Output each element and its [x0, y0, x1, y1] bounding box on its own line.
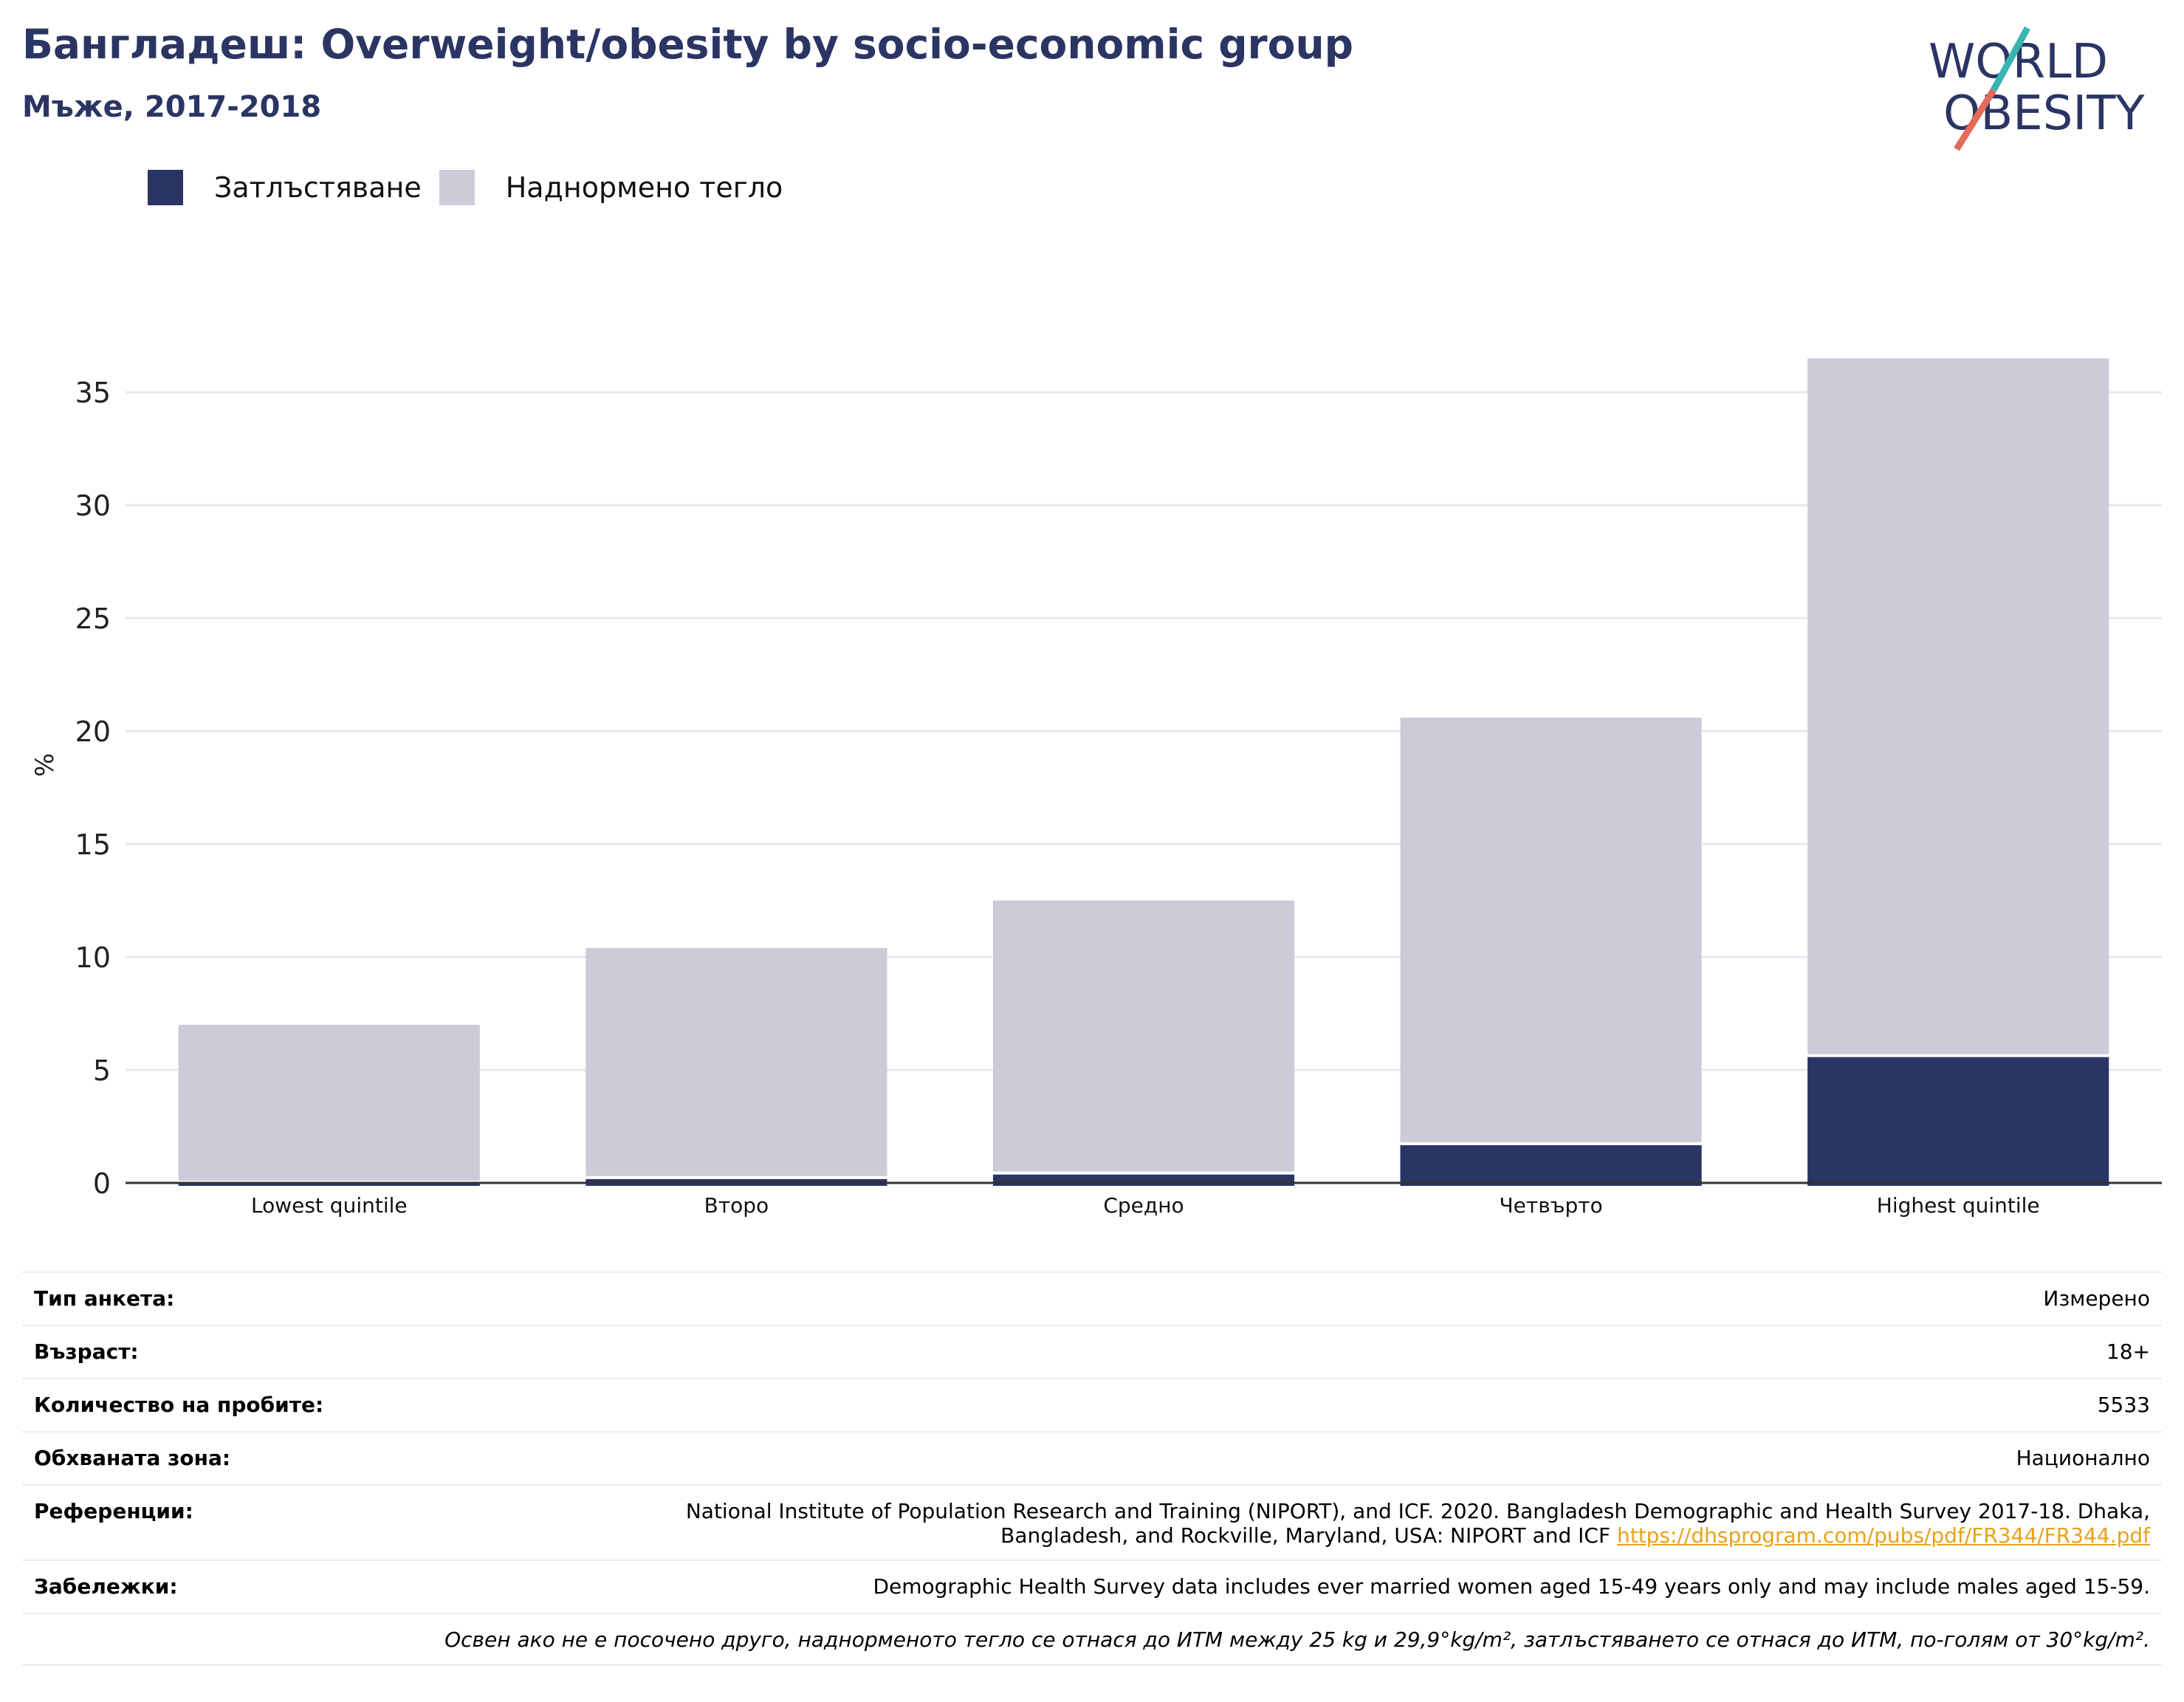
footnote-text: Освен ако не е посочено друго, наднормен… [444, 1627, 2150, 1652]
x-tick-label: Второ [704, 1193, 769, 1218]
age-value: 18+ [2106, 1339, 2150, 1364]
bar-overweight [992, 900, 1295, 1172]
y-tick-label: 20 [75, 716, 111, 748]
info-row-sample-size: Количество на пробите: 5533 [22, 1378, 2162, 1431]
legend-swatch-obesity [148, 170, 183, 205]
info-table: Тип анкета: Измерено Възраст: 18+ Количе… [22, 1272, 2162, 1666]
x-tick-label: Highest quintile [1877, 1193, 2040, 1218]
chart-title: Бангладеш: Overweight/obesity by socio-e… [22, 21, 1353, 68]
x-tick-label: Четвърто [1499, 1193, 1602, 1218]
bar-overweight [178, 1024, 480, 1181]
y-tick-label: 5 [93, 1054, 111, 1087]
bar-obesity [1807, 1057, 2109, 1186]
sample-size-value: 5533 [2097, 1393, 2150, 1417]
bar-obesity [1400, 1145, 1702, 1186]
world-obesity-logo: WORLD OBESITY [1929, 26, 2145, 151]
x-tick-label: Lowest quintile [251, 1193, 408, 1218]
legend-swatch-overweight [439, 170, 475, 205]
notes-label: Забележки: [34, 1574, 178, 1599]
chart-subtitle: Мъже, 2017-2018 [22, 90, 322, 124]
area-value: Национално [2016, 1446, 2150, 1470]
svg-text:OBESITY: OBESITY [1943, 86, 2145, 141]
references-value: National Institute of Population Researc… [686, 1499, 2150, 1548]
legend-item-overweight[interactable]: Наднормено тегло [439, 170, 783, 205]
bar-overweight [586, 947, 887, 1176]
info-row-survey-type: Тип анкета: Измерено [22, 1272, 2162, 1325]
legend-item-obesity[interactable]: Затлъстяване [148, 170, 422, 205]
bar-obesity [178, 1183, 480, 1186]
references-label: Референции: [34, 1499, 193, 1523]
bar-overweight [1400, 717, 1702, 1142]
bar-chart: 0 5 10 15 20 25 30 35% Lowest quintile Второ Средн… [30, 358, 2162, 1218]
legend-label-overweight: Наднормено тегло [505, 171, 783, 204]
y-axis-label: % [30, 753, 60, 777]
y-tick-label: 35 [75, 377, 111, 409]
chart-legend: Затлъстяване Наднормено тегло [148, 170, 800, 205]
info-row-notes: Забележки: Demographic Health Survey dat… [22, 1559, 2162, 1613]
info-row-references: Референции: National Institute of Popula… [22, 1484, 2162, 1559]
y-tick-label: 30 [75, 490, 111, 522]
bar-overweight [1807, 358, 2109, 1054]
y-tick-label: 15 [75, 828, 111, 861]
sample-size-label: Количество на пробите: [34, 1393, 324, 1417]
survey-type-label: Тип анкета: [34, 1286, 175, 1311]
y-tick-label: 0 [93, 1167, 111, 1200]
notes-value: Demographic Health Survey data includes … [873, 1574, 2150, 1599]
y-tick-label: 25 [75, 603, 111, 635]
info-row-footnote: Освен ако не е посочено друго, наднормен… [22, 1613, 2162, 1666]
references-text-line2: Bangladesh, and Rockville, Maryland, USA… [1000, 1523, 1611, 1548]
x-tick-label: Средно [1103, 1193, 1184, 1218]
references-text-line1: National Institute of Population Researc… [685, 1499, 2150, 1523]
info-row-age: Възраст: 18+ [22, 1325, 2162, 1378]
bar-obesity [992, 1174, 1295, 1186]
survey-type-value: Измерено [2043, 1286, 2150, 1311]
area-label: Обхваната зона: [34, 1446, 231, 1470]
y-tick-label: 10 [75, 941, 111, 974]
age-label: Възраст: [34, 1339, 139, 1364]
legend-label-obesity: Затлъстяване [214, 171, 422, 204]
info-row-area: Обхваната зона: Национално [22, 1431, 2162, 1484]
references-link[interactable]: https://dhsprogram.com/pubs/pdf/FR344/FR… [1616, 1523, 2150, 1548]
